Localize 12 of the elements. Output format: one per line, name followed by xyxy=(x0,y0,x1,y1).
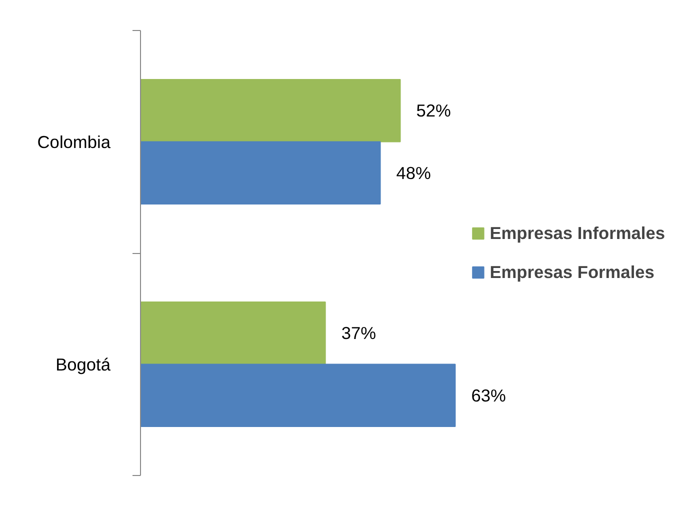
bar xyxy=(140,364,456,428)
data-label: 63% xyxy=(471,385,506,406)
data-label: 52% xyxy=(416,100,451,121)
legend-label: Empresas Formales xyxy=(490,262,654,282)
data-label: 37% xyxy=(341,323,376,344)
bar xyxy=(140,78,401,142)
bar xyxy=(140,301,326,365)
y-tick-label: Bogotá xyxy=(56,354,111,374)
legend-label: Empresas Informales xyxy=(490,222,665,244)
data-label: 48% xyxy=(396,162,431,183)
bar xyxy=(140,141,381,205)
y-tick-label: Colombia xyxy=(37,132,111,152)
